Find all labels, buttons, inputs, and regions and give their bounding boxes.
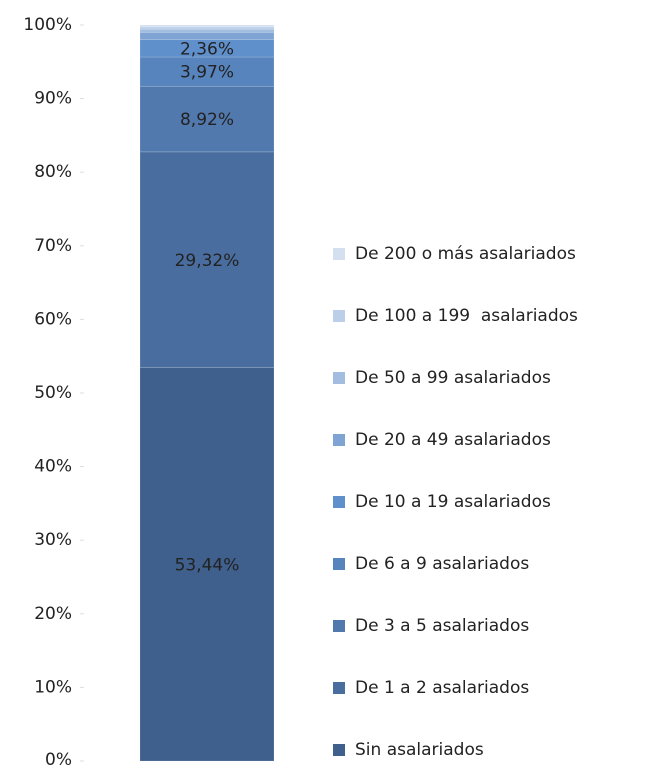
bar-segment bbox=[139, 151, 275, 368]
legend-label: De 100 a 199 asalariados bbox=[355, 306, 578, 326]
legend-swatch bbox=[333, 372, 345, 384]
legend-label: De 20 a 49 asalariados bbox=[355, 430, 551, 450]
y-tick-label: 90% bbox=[34, 89, 72, 109]
legend-label: De 3 a 5 asalariados bbox=[355, 616, 529, 636]
bar-segment bbox=[139, 32, 275, 40]
value-label: 3,97% bbox=[180, 63, 234, 83]
legend-swatch bbox=[333, 310, 345, 322]
bar-segment bbox=[139, 26, 275, 30]
value-label: 2,36% bbox=[180, 39, 234, 59]
legend-swatch bbox=[333, 248, 345, 260]
y-tick-label: 40% bbox=[34, 457, 72, 477]
legend-swatch bbox=[333, 744, 345, 756]
legend-swatch bbox=[333, 558, 345, 570]
y-tick-label: 60% bbox=[34, 309, 72, 329]
legend-label: De 200 o más asalariados bbox=[355, 244, 576, 264]
y-tick-label: 50% bbox=[34, 383, 72, 403]
bar-segment bbox=[139, 24, 275, 28]
legend-swatch bbox=[333, 434, 345, 446]
y-tick-label: 80% bbox=[34, 162, 72, 182]
bar-segment bbox=[139, 85, 275, 153]
y-tick-label: 20% bbox=[34, 604, 72, 624]
legend-label: De 10 a 19 asalariados bbox=[355, 492, 551, 512]
y-tick-label: 30% bbox=[34, 530, 72, 550]
value-label: 29,32% bbox=[175, 251, 240, 271]
legend-label: De 50 a 99 asalariados bbox=[355, 368, 551, 388]
legend-swatch bbox=[333, 620, 345, 632]
legend-label: De 6 a 9 asalariados bbox=[355, 554, 529, 574]
bar-segment bbox=[139, 28, 275, 33]
bar-segment bbox=[139, 56, 275, 87]
y-tick-label: 10% bbox=[34, 677, 72, 697]
legend-label: Sin asalariados bbox=[355, 740, 484, 760]
y-tick-label: 100% bbox=[23, 15, 72, 35]
legend-swatch bbox=[333, 682, 345, 694]
legend-swatch bbox=[333, 496, 345, 508]
legend-label: De 1 a 2 asalariados bbox=[355, 678, 529, 698]
y-tick-label: 70% bbox=[34, 236, 72, 256]
value-label: 8,92% bbox=[180, 110, 234, 130]
y-tick-label: 0% bbox=[45, 750, 72, 769]
bar-segment bbox=[139, 367, 275, 762]
value-label: 53,44% bbox=[175, 555, 240, 575]
